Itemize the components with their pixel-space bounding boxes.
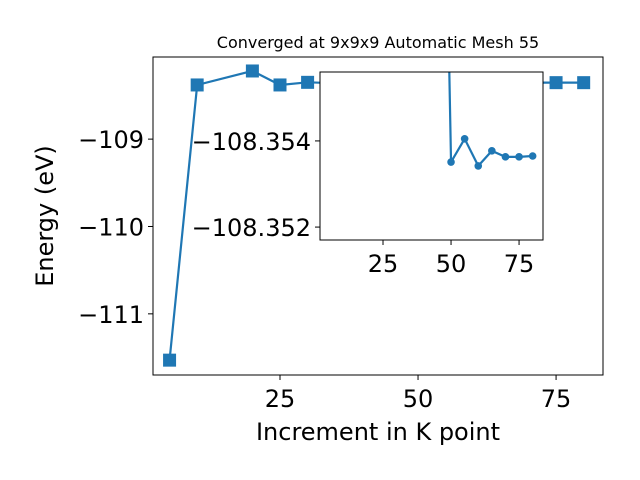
marker: [549, 76, 563, 90]
x-tick-label: 75: [541, 385, 572, 413]
y-tick-label: −110: [78, 213, 144, 241]
y-tick-label: −108.352: [192, 214, 311, 242]
marker: [190, 78, 204, 92]
x-tick-label: 50: [436, 250, 467, 278]
marker: [474, 162, 483, 170]
x-axis-label: Increment in K point: [256, 418, 500, 446]
y-tick-label: −108.354: [192, 128, 311, 156]
marker: [447, 158, 455, 166]
x-tick-label: 25: [265, 385, 296, 413]
axes-frame: [152, 56, 604, 376]
marker: [528, 152, 537, 160]
y-tick-label: −109: [78, 126, 144, 154]
x-tick-label: 25: [368, 250, 399, 278]
marker: [245, 64, 259, 78]
marker: [163, 353, 177, 367]
x-tick-label: 50: [403, 385, 434, 413]
marker: [301, 75, 315, 89]
marker: [515, 153, 523, 161]
y-axis-label: Energy (eV): [31, 145, 59, 287]
marker: [488, 147, 496, 155]
marker: [460, 134, 469, 143]
chart-title: Converged at 9x9x9 Automatic Mesh 55: [217, 33, 539, 52]
axes-frame: [319, 71, 544, 241]
x-tick-label: 75: [504, 250, 535, 278]
marker: [501, 153, 510, 161]
plot-content: [447, 72, 537, 170]
y-tick-label: −111: [78, 301, 144, 329]
marker: [577, 76, 591, 90]
marker: [273, 78, 287, 92]
